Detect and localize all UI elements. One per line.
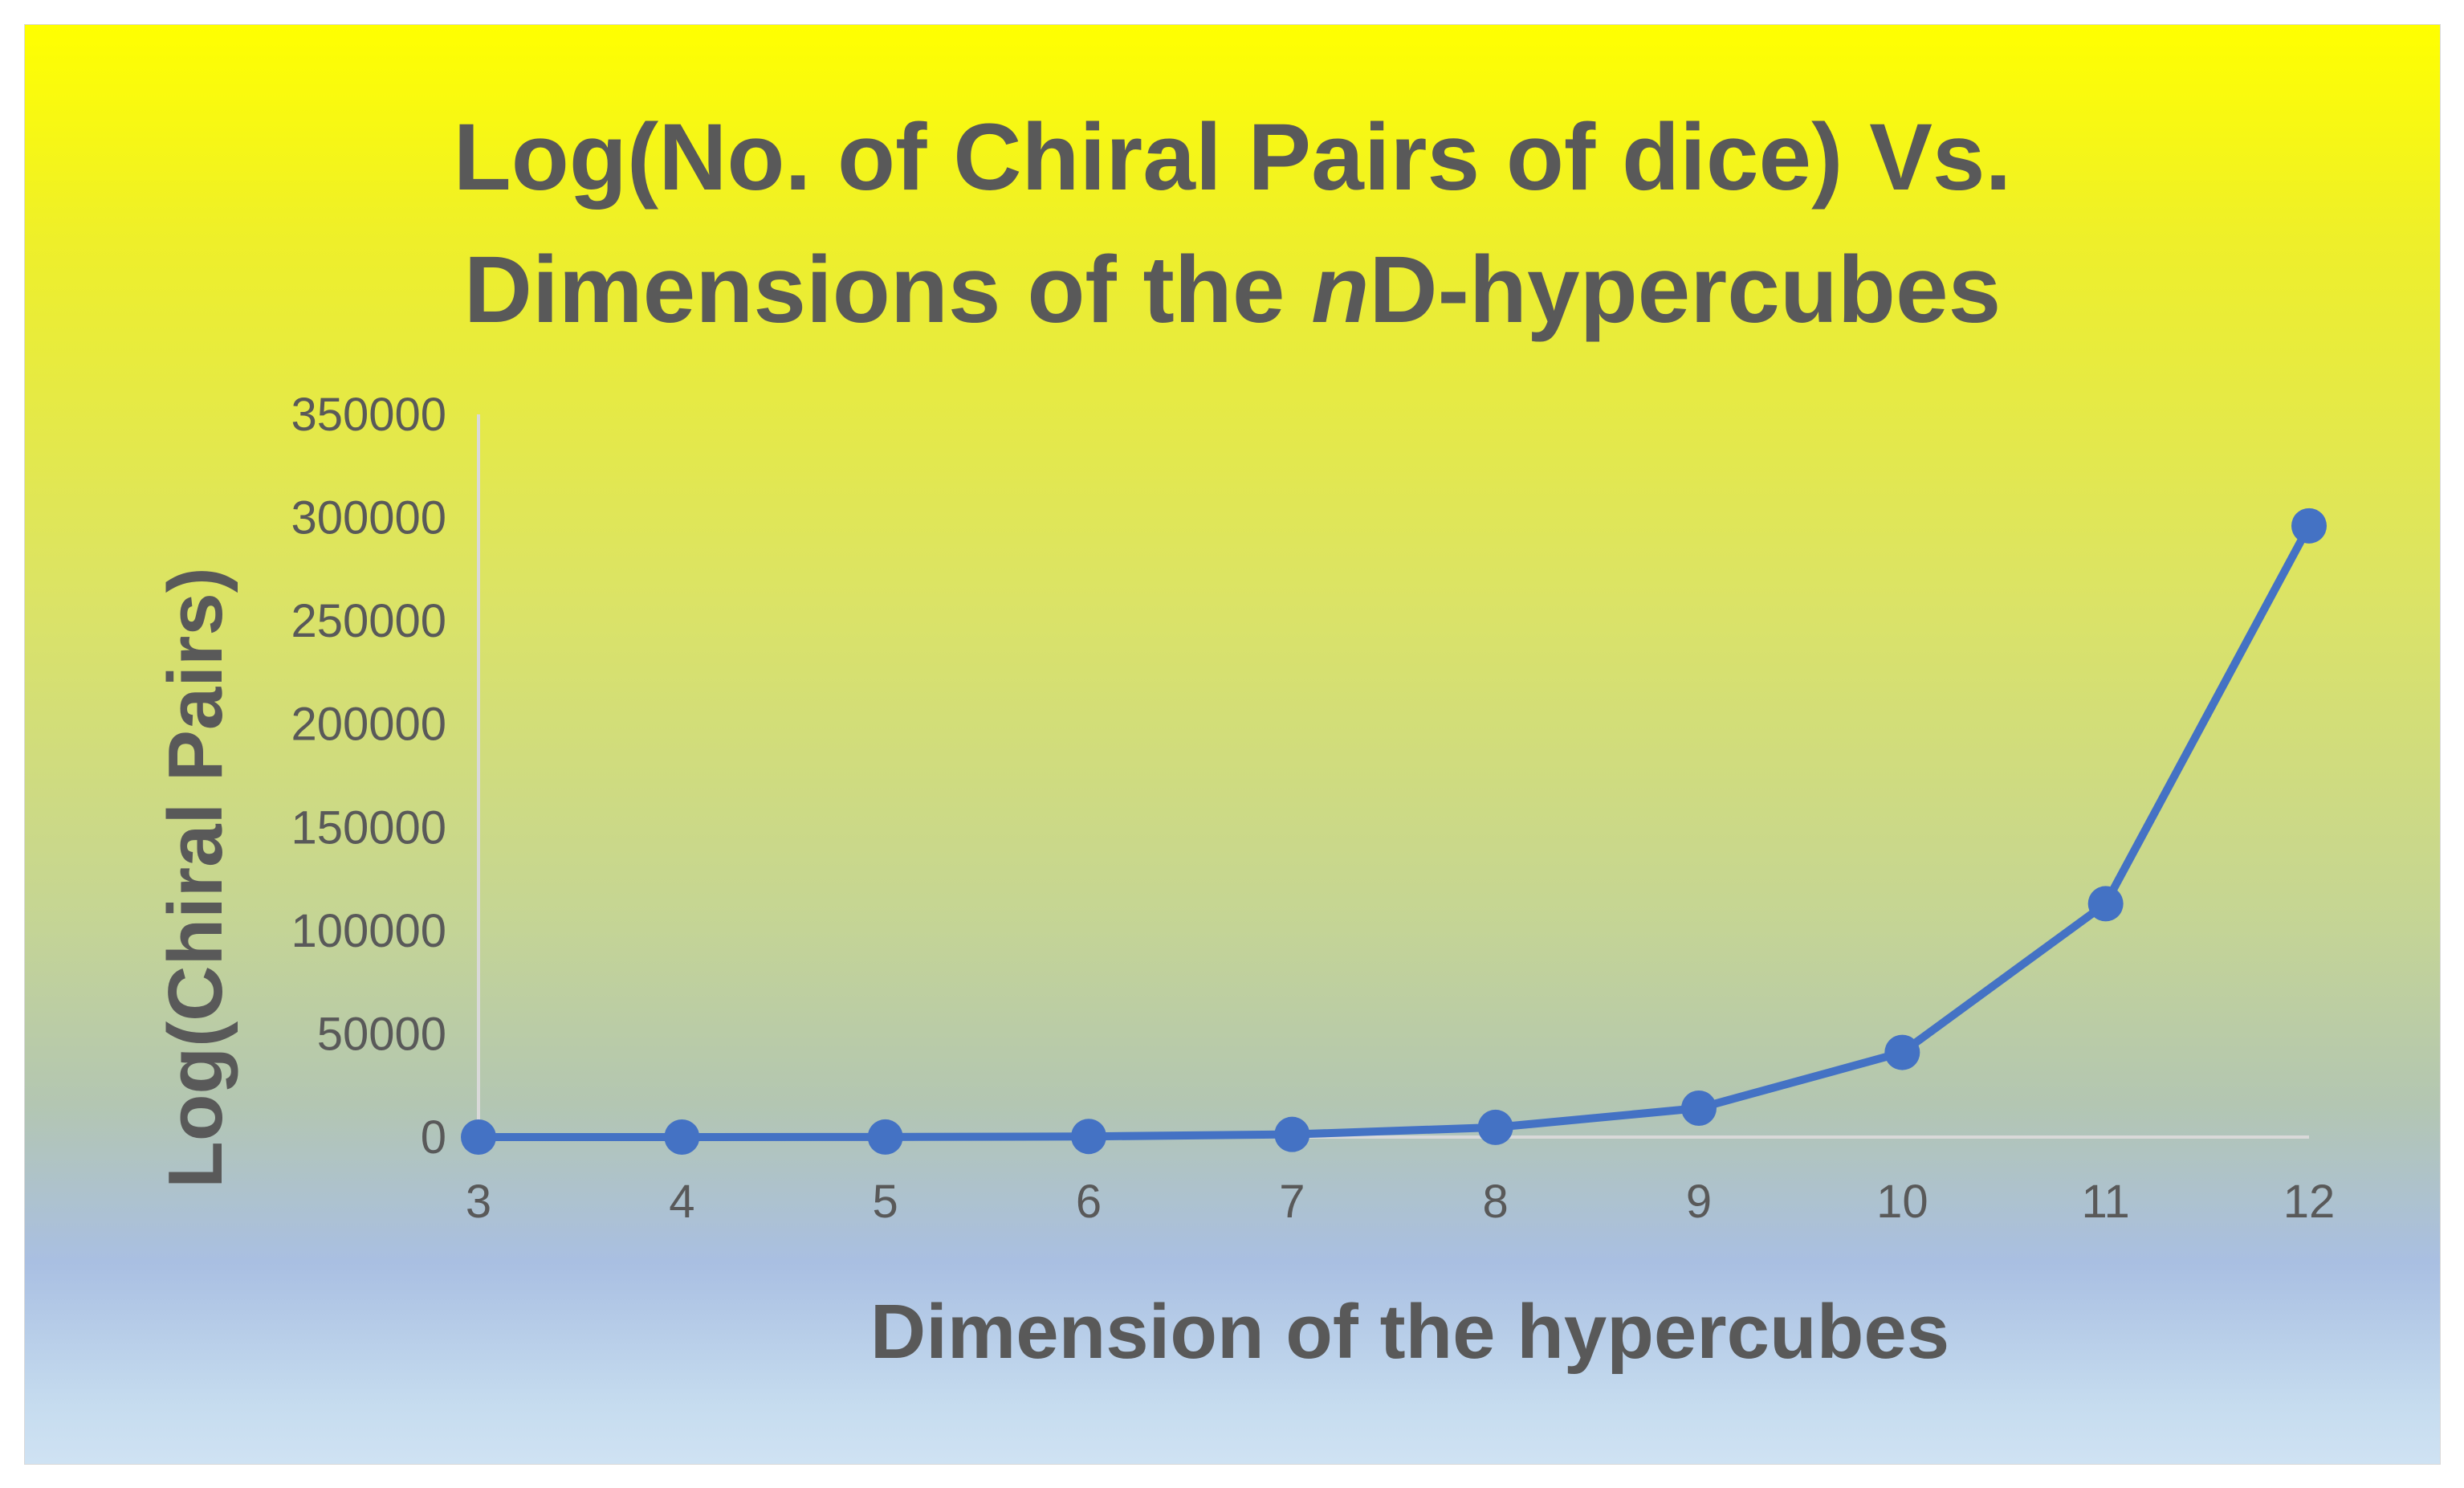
- x-tick-label: 12: [2283, 1176, 2336, 1228]
- x-tick-label: 10: [1876, 1176, 1928, 1228]
- y-axis-title: Log(Chiral Pairs): [153, 567, 238, 1188]
- chart-title-line-2: Dimensions of the nD-hypercubes: [464, 237, 2002, 343]
- data-point: [2087, 886, 2124, 922]
- y-tick-label: 300000: [291, 492, 446, 544]
- data-point: [1884, 1034, 1920, 1070]
- axes: [477, 414, 2309, 1139]
- series-line: [474, 521, 2313, 1141]
- y-tick-label: 100000: [291, 905, 446, 957]
- y-tick-label: 0: [421, 1111, 446, 1164]
- data-point: [461, 1119, 496, 1155]
- chart-title-line-1: Log(No. of Chiral Pairs of dice) Vs.: [454, 104, 2012, 210]
- y-tick-labels: 0 50000 100000 150000 200000 250000 300000 3500…: [291, 389, 446, 1164]
- x-tick-label: 8: [1483, 1176, 1509, 1228]
- line-chart: Log(No. of Chiral Pairs of dice) Vs. Dim…: [153, 104, 2335, 1375]
- x-tick-label: 7: [1279, 1176, 1305, 1228]
- data-point: [1681, 1091, 1717, 1126]
- x-tick-label: 11: [2082, 1176, 2130, 1228]
- data-point: [1477, 1109, 1513, 1145]
- data-point: [1274, 1116, 1310, 1152]
- x-tick-label: 9: [1686, 1176, 1712, 1228]
- data-point: [867, 1119, 903, 1155]
- x-tick-label: 6: [1076, 1176, 1102, 1228]
- x-tick-label: 5: [873, 1176, 898, 1228]
- chart-area: Log(No. of Chiral Pairs of dice) Vs. Dim…: [24, 24, 2441, 1465]
- x-axis-title: Dimension of the hypercubes: [870, 1289, 1949, 1375]
- y-tick-label: 200000: [291, 699, 446, 751]
- y-tick-label: 150000: [291, 801, 446, 854]
- y-tick-label: 250000: [291, 595, 446, 647]
- x-tick-label: 3: [466, 1176, 491, 1228]
- data-point: [2291, 508, 2327, 544]
- x-tick-label: 4: [669, 1176, 694, 1228]
- data-point: [664, 1119, 700, 1155]
- y-tick-label: 350000: [291, 389, 446, 441]
- series: [461, 508, 2327, 1155]
- x-tick-labels: 3 4 5 6 7 8 9 10 11 12: [466, 1176, 2335, 1228]
- data-point: [1071, 1119, 1106, 1155]
- y-tick-label: 50000: [317, 1008, 446, 1060]
